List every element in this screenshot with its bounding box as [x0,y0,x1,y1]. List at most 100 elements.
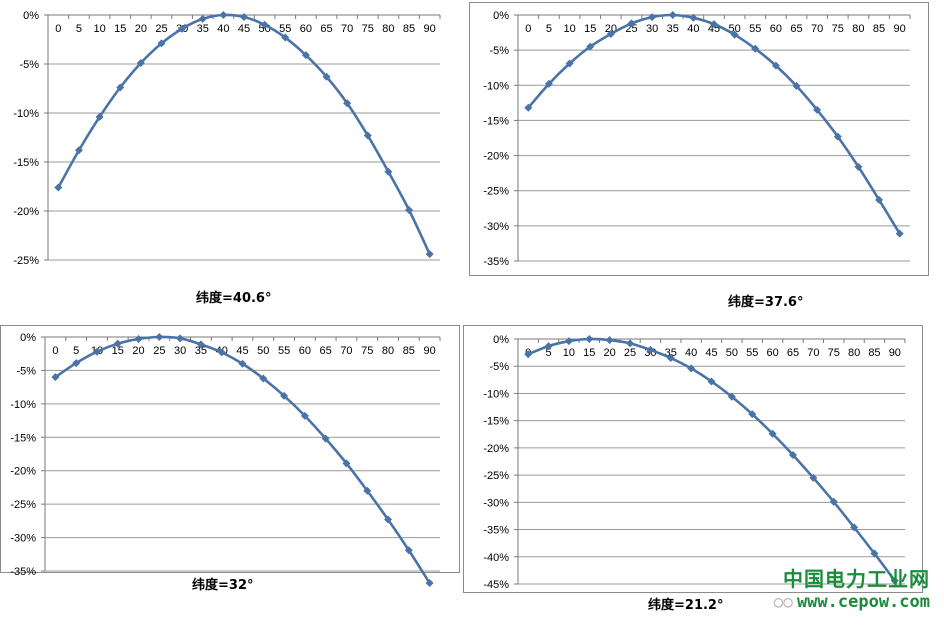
y-tick-label: 0% [493,334,509,346]
x-tick-label: 25 [624,347,636,359]
data-point [627,19,636,28]
data-point [689,13,698,22]
data-point [606,29,615,38]
data-point [890,576,899,585]
x-tick-label: 60 [770,23,782,35]
data-point [544,79,553,88]
data-point [404,546,413,555]
data-point [134,335,143,344]
data-point [405,206,414,215]
x-tick-label: 25 [153,345,165,357]
data-point [238,359,247,368]
data-point [850,523,859,532]
data-point [176,334,185,343]
chart-frame-4 [463,325,923,593]
x-tick-label: 20 [132,345,144,357]
chart-panel-1: 0%-5%-10%-15%-20%-25%0510152025303540455… [0,0,460,280]
data-point [95,112,104,121]
x-tick-label: 65 [790,23,802,35]
x-tick-label: 40 [685,347,697,359]
x-tick-label: 5 [73,345,79,357]
wechat-icon: ○○ [773,592,793,611]
data-point [74,146,83,155]
x-tick-label: 60 [300,23,312,35]
chart-panel-3: 0%-5%-10%-15%-20%-25%-30%-35%05101520253… [0,325,460,588]
data-point [116,83,125,92]
data-point [626,339,635,348]
y-tick-label: -15% [10,432,36,444]
y-tick-label: -15% [483,115,509,127]
y-tick-label: -20% [13,206,39,218]
data-point [668,11,677,19]
x-tick-label: 0 [55,23,61,35]
data-point [564,337,573,346]
data-point [854,162,863,171]
x-tick-label: 55 [279,23,291,35]
data-point [301,51,310,60]
y-tick-label: -25% [483,186,509,198]
data-point [870,549,879,558]
x-tick-label: 5 [76,23,82,35]
x-tick-label: 35 [195,345,207,357]
x-tick-label: 45 [705,347,717,359]
y-tick-label: -5% [16,365,36,377]
data-point [829,497,838,506]
data-point [343,99,352,108]
x-tick-label: 85 [403,23,415,35]
data-point [136,59,145,68]
x-tick-label: 70 [340,345,352,357]
chart-panel-4: 0%-5%-10%-15%-20%-25%-30%-35%-40%-45%051… [463,325,923,593]
y-tick-label: -5% [489,361,509,373]
data-point [198,14,207,23]
chart-panel-2: 0% -5% -10% -15% -20% -25% -30% -35% 0 5 10 15 20 25 3… [470,0,930,280]
data-point [565,59,574,68]
watermark-title: 中国电力工业网 [783,567,930,591]
data-point [157,39,166,48]
data-point [300,411,309,420]
x-tick-label: 60 [766,347,778,359]
x-tick-label: 20 [604,347,616,359]
y-tick-label: -25% [483,470,509,482]
y-tick-label: -25% [10,499,36,511]
data-point [813,105,822,114]
x-tick-label: 80 [382,23,394,35]
x-tick-label: 50 [726,347,738,359]
data-point [895,229,904,238]
x-tick-label: 35 [197,23,209,35]
chart-caption-4: 纬度=21.2° [648,598,724,613]
data-point [646,345,655,354]
series-line [527,337,896,582]
data-point [586,42,595,51]
x-tick-label: 5 [545,347,551,359]
data-point [751,44,760,53]
x-tick-label: 40 [687,23,699,35]
y-tick-label: -15% [483,416,509,428]
data-point [240,12,248,21]
y-tick-label: -10% [483,388,509,400]
x-tick-label: 35 [667,23,679,35]
x-tick-label: 45 [238,23,250,35]
x-tick-label: 90 [889,347,901,359]
data-point [687,364,696,373]
data-point [768,429,777,438]
data-point [788,450,797,459]
x-tick-label: 85 [403,345,415,357]
chart-svg-2: 0%-5%-10%-15%-20%-25%-30%-35%0 5 10 15 20 25 3… [483,10,911,268]
x-tick-label: 80 [852,23,864,35]
data-point [113,339,122,348]
y-tick-label: -20% [483,151,509,163]
x-tick-label: 90 [894,23,906,35]
data-point [748,410,757,419]
y-tick-label: -35% [10,566,36,578]
data-point [321,434,330,443]
x-tick-label: 10 [563,347,575,359]
data-point [666,354,675,363]
x-tick-label: 65 [320,23,332,35]
x-tick-label: 60 [299,345,311,357]
x-tick-label: 50 [257,345,269,357]
series-line [527,13,901,235]
data-point [707,377,716,386]
x-tick-label: 15 [583,347,595,359]
data-point [54,183,63,192]
data-point [51,373,60,382]
